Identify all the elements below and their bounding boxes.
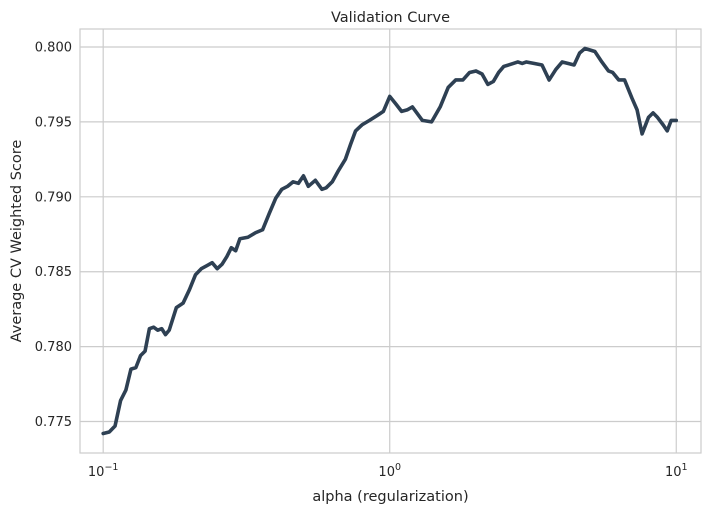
tick-labels: 0.775 0.780 0.785 0.790 0.795 0.800 10−1 100 101 [35, 40, 688, 480]
validation-score-line [101, 46, 679, 436]
y-axis-label: Average CV Weighted Score [9, 140, 25, 343]
grid-lines [80, 29, 701, 453]
y-tick-label: 0.790 [35, 190, 72, 205]
y-tick-label: 0.795 [35, 115, 72, 130]
x-tick-label: 10−1 [88, 462, 119, 480]
y-tick-label: 0.785 [35, 265, 72, 280]
x-axis-label: alpha (regularization) [312, 489, 468, 505]
x-tick-label: 100 [378, 462, 401, 480]
y-tick-label: 0.780 [35, 340, 72, 355]
y-tick-label: 0.800 [35, 40, 72, 55]
chart-title: Validation Curve [331, 10, 450, 26]
plot-frame [79, 28, 702, 454]
y-tick-label: 0.775 [35, 415, 72, 430]
x-tick-label: 101 [665, 462, 688, 480]
